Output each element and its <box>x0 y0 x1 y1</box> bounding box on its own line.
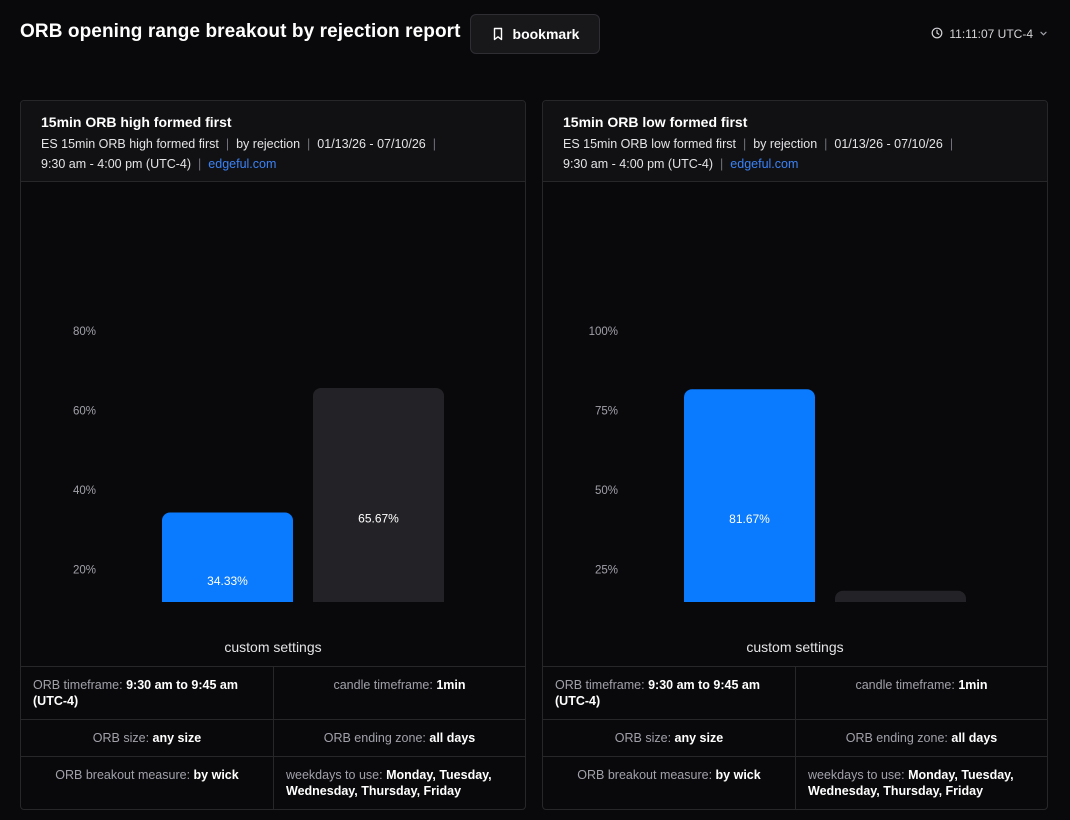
setting-value: all days <box>429 731 476 745</box>
setting-orb-timeframe: ORB timeframe: 9:30 am to 9:45 am (UTC-4… <box>21 667 273 719</box>
edgeful-link[interactable]: edgeful.com <box>730 157 799 171</box>
setting-label: weekdays to use: <box>808 768 905 782</box>
bar <box>835 590 966 602</box>
separator: | <box>307 137 311 151</box>
setting-candle-timeframe: candle timeframe: 1min <box>273 667 525 719</box>
time-selector[interactable]: 11:11:07 UTC-4 <box>931 24 1048 44</box>
meta-by: by rejection <box>236 137 301 151</box>
setting-orb-timeframe: ORB timeframe: 9:30 am to 9:45 am (UTC-4… <box>543 667 795 719</box>
setting-value: 1min <box>436 678 466 692</box>
setting-value: Monday, Tuesday, Wednesday, Thursday, Fr… <box>808 768 1014 798</box>
setting-weekdays: weekdays to use: Monday, Tuesday, Wednes… <box>273 757 525 809</box>
meta-dates: 01/13/26 - 07/10/26 <box>317 137 426 151</box>
setting-value: 9:30 am to 9:45 am (UTC-4) <box>33 678 238 708</box>
separator: | <box>949 137 954 151</box>
setting-value: 9:30 am to 9:45 am (UTC-4) <box>555 678 760 708</box>
bar-chart: 0%20%40%60%80%34.33%65.67%first break OR… <box>73 326 444 602</box>
setting-label: ORB timeframe: <box>555 678 645 692</box>
bookmark-icon <box>491 27 505 41</box>
clock-icon <box>931 27 943 42</box>
separator: | <box>824 137 828 151</box>
settings-grid: ORB timeframe: 9:30 am to 9:45 am (UTC-4… <box>543 666 1047 809</box>
y-tick-label: 40% <box>73 485 96 497</box>
y-tick-label: 60% <box>73 406 96 418</box>
setting-weekdays: weekdays to use: Monday, Tuesday, Wednes… <box>795 757 1047 809</box>
setting-breakout-measure: ORB breakout measure: by wick <box>543 757 795 809</box>
settings-grid: ORB timeframe: 9:30 am to 9:45 am (UTC-4… <box>21 666 525 809</box>
separator: | <box>225 137 230 151</box>
chevron-down-icon <box>1039 27 1048 41</box>
bar <box>162 512 293 602</box>
y-tick-label: 20% <box>73 565 96 577</box>
setting-label: ORB breakout measure: <box>577 768 713 782</box>
card-title: 15min ORB high formed first <box>41 114 232 130</box>
y-tick-label: 75% <box>595 406 618 418</box>
setting-value: by wick <box>193 768 239 782</box>
bar-chart: 0%25%50%75%100%81.67%18.33%first break O… <box>589 326 966 602</box>
bar-value-label: 65.67% <box>358 511 399 525</box>
setting-value: any size <box>674 731 724 745</box>
meta-subject: ES 15min ORB low formed first <box>563 137 736 151</box>
setting-label: ORB size: <box>92 731 150 745</box>
y-tick-label: 25% <box>595 565 618 577</box>
separator: | <box>720 157 724 171</box>
separator: | <box>198 157 202 171</box>
bar <box>313 387 444 602</box>
meta-dates: 01/13/26 - 07/10/26 <box>834 137 943 151</box>
card-meta-line-1: ES 15min ORB high formed first | by reject… <box>41 134 525 154</box>
setting-label: candle timeframe: <box>333 678 433 692</box>
setting-value: by wick <box>715 768 761 782</box>
edgeful-link[interactable]: edgeful.com <box>208 157 277 171</box>
setting-orb-size: ORB size: any size <box>543 720 795 756</box>
setting-label: ORB timeframe: <box>33 678 123 692</box>
setting-label: ORB ending zone: <box>323 731 426 745</box>
bar-value-label: 34.33% <box>207 574 248 588</box>
setting-orb-ending-zone: ORB ending zone: all days <box>795 720 1047 756</box>
meta-hours: 9:30 am - 4:00 pm (UTC-4) <box>563 157 714 171</box>
bookmark-label: bookmark <box>512 26 580 42</box>
y-tick-label: 50% <box>595 485 618 497</box>
card-meta-line-1: ES 15min ORB low formed first | by rejecti… <box>563 134 1047 154</box>
meta-subject: ES 15min ORB high formed first <box>41 137 219 151</box>
setting-candle-timeframe: candle timeframe: 1min <box>795 667 1047 719</box>
setting-value: any size <box>152 731 202 745</box>
settings-title: custom settings <box>746 639 844 655</box>
meta-by: by rejection <box>753 137 818 151</box>
setting-label: ORB size: <box>614 731 672 745</box>
setting-label: candle timeframe: <box>855 678 955 692</box>
y-tick-label: 100% <box>589 326 618 338</box>
setting-value: Monday, Tuesday, Wednesday, Thursday, Fr… <box>286 768 492 798</box>
setting-breakout-measure: ORB breakout measure: by wick <box>21 757 273 809</box>
card-header: 15min ORB high formed first ES 15min ORB… <box>21 101 525 182</box>
separator: | <box>742 137 747 151</box>
card-meta-line-2: 9:30 am - 4:00 pm (UTC-4) | edgeful.com <box>563 154 1047 174</box>
bar-value-label: 81.67% <box>729 512 770 526</box>
setting-orb-ending-zone: ORB ending zone: all days <box>273 720 525 756</box>
bar <box>684 389 815 602</box>
page-title: ORB opening range breakout by rejection … <box>20 21 461 42</box>
setting-value: 1min <box>958 678 988 692</box>
setting-orb-size: ORB size: any size <box>21 720 273 756</box>
card-title: 15min ORB low formed first <box>563 114 748 130</box>
setting-label: ORB ending zone: <box>845 731 948 745</box>
meta-hours: 9:30 am - 4:00 pm (UTC-4) <box>41 157 192 171</box>
report-card-low-first: 15min ORB low formed first ES 15min ORB … <box>542 100 1048 810</box>
top-bar: ORB opening range breakout by rejection … <box>0 0 1070 68</box>
setting-value: all days <box>951 731 998 745</box>
report-card-high-first: 15min ORB high formed first ES 15min ORB… <box>20 100 526 810</box>
y-tick-label: 80% <box>73 326 96 338</box>
settings-title: custom settings <box>224 639 322 655</box>
setting-label: weekdays to use: <box>286 768 383 782</box>
card-meta-line-2: 9:30 am - 4:00 pm (UTC-4) | edgeful.com <box>41 154 525 174</box>
card-header: 15min ORB low formed first ES 15min ORB … <box>543 101 1047 182</box>
bookmark-button[interactable]: bookmark <box>470 14 600 54</box>
separator: | <box>432 137 436 151</box>
time-label: 11:11:07 UTC-4 <box>949 27 1033 41</box>
setting-label: ORB breakout measure: <box>55 768 191 782</box>
